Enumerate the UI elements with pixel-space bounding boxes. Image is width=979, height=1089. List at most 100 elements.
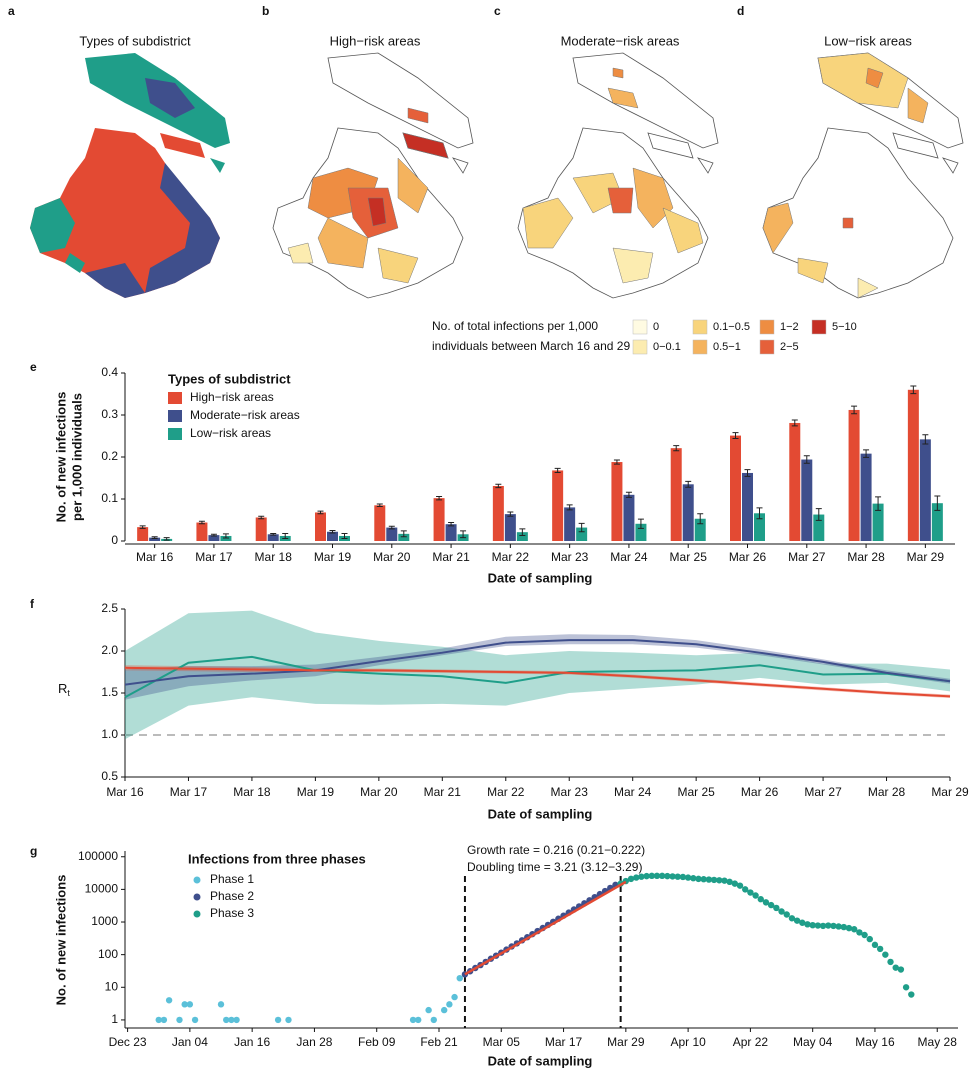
y-axis-label: No. of new infections [53, 392, 68, 523]
legend-label: 0 [653, 321, 659, 333]
error-bar [756, 507, 763, 520]
x-tick-label: Mar 25 [677, 785, 715, 799]
point [228, 1016, 235, 1024]
bar [754, 513, 765, 541]
error-bar [507, 511, 514, 517]
legend-label: 0−0.1 [653, 341, 681, 353]
y-tick-label: 100000 [78, 849, 118, 863]
x-tick-label: Mar 28 [847, 550, 885, 564]
bar [208, 535, 220, 541]
map-region [397, 157, 429, 214]
error-bar [803, 455, 810, 464]
x-tick-label: Mar 17 [170, 785, 208, 799]
map-region [287, 242, 314, 264]
point [658, 872, 666, 880]
x-tick-label: Mar 28 [868, 785, 906, 799]
point [643, 872, 650, 880]
bar [742, 472, 753, 541]
bar [196, 522, 208, 541]
legend-label: 5−10 [832, 321, 857, 333]
point [430, 1016, 438, 1024]
point [176, 1016, 183, 1024]
map-region [145, 163, 220, 293]
bar [907, 389, 919, 541]
error-bar [282, 532, 289, 539]
map [517, 52, 719, 299]
x-tick-label: Mar 23 [551, 785, 589, 799]
x-tick-label: Mar 17 [195, 550, 233, 564]
x-tick-label: May 16 [855, 1035, 895, 1049]
map-region [522, 197, 574, 249]
error-bar [875, 496, 882, 511]
bar [492, 485, 504, 541]
map-region [367, 197, 387, 227]
map-title: Low−risk areas [824, 33, 912, 48]
map-region [452, 157, 469, 174]
panel-letter: e [30, 360, 37, 374]
point [825, 922, 832, 929]
point [285, 1016, 292, 1024]
point [840, 923, 848, 931]
bar [315, 512, 326, 541]
legend-label: Phase 1 [210, 872, 254, 886]
map-region [317, 217, 369, 269]
map-region [145, 78, 195, 118]
y-axis-label-main: R [58, 681, 67, 696]
point [845, 924, 853, 932]
bar [730, 435, 741, 541]
legend-swatch [759, 339, 775, 355]
legend-label: Phase 2 [210, 889, 254, 903]
map-region [647, 132, 694, 159]
error-bar [222, 533, 229, 539]
x-axis-label: Date of sampling [488, 806, 593, 821]
x-tick-label: Mar 27 [788, 550, 826, 564]
point [155, 1016, 162, 1024]
panel-letter: b [262, 4, 269, 18]
map-region [327, 52, 474, 149]
bar [267, 534, 279, 541]
bar [789, 422, 801, 541]
legend-swatch [759, 319, 775, 335]
y-tick-label: 1000 [91, 914, 118, 928]
point [409, 1016, 417, 1024]
error-bar [697, 513, 704, 525]
legend-swatch [168, 410, 182, 422]
bar [398, 533, 410, 541]
x-tick-label: Mar 16 [136, 550, 174, 564]
x-tick-label: Mar 23 [551, 550, 589, 564]
point [897, 966, 905, 973]
map-region [942, 157, 959, 174]
point [456, 974, 463, 982]
x-tick-label: Mar 29 [931, 785, 969, 799]
error-bar [210, 533, 217, 537]
bar [576, 527, 588, 541]
x-tick-label: Mar 20 [360, 785, 398, 799]
point [700, 876, 707, 883]
map-region [892, 132, 939, 159]
x-tick-label: Mar 26 [729, 550, 767, 564]
confidence-band [125, 610, 950, 740]
x-tick-label: Mar 22 [492, 550, 530, 564]
error-bar [329, 530, 336, 534]
map-title: High−risk areas [330, 33, 421, 48]
point [773, 904, 780, 912]
point [669, 873, 676, 880]
point [223, 1016, 230, 1024]
error-bar [198, 520, 205, 525]
point [648, 872, 655, 880]
x-tick-label: Jan 04 [172, 1035, 208, 1049]
x-tick-label: Jan 16 [234, 1035, 270, 1049]
point [882, 951, 889, 958]
map-region [797, 257, 829, 284]
point [887, 958, 894, 966]
point [690, 875, 697, 882]
bar [872, 503, 884, 541]
x-tick-label: Mar 20 [373, 550, 411, 564]
point [876, 945, 884, 953]
point [664, 872, 671, 880]
point [814, 922, 822, 929]
x-tick-label: Mar 21 [432, 550, 470, 564]
point [804, 921, 811, 928]
map-region [632, 167, 674, 229]
